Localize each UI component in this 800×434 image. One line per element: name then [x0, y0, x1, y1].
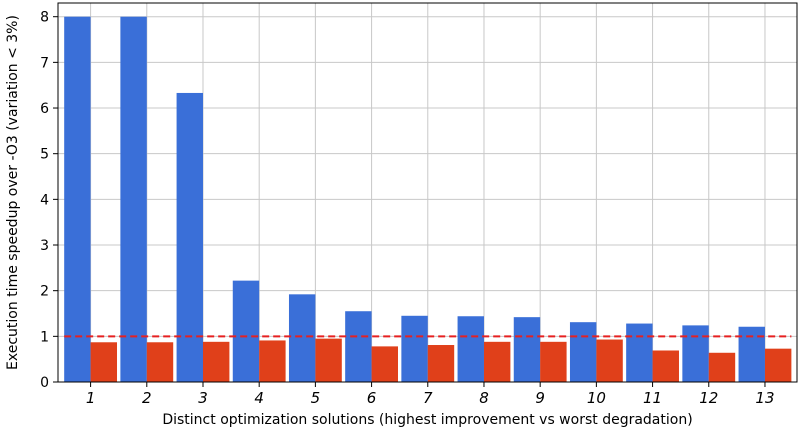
- bar-series-2: [540, 341, 567, 382]
- x-tick-label: 11: [643, 389, 662, 407]
- bar-series-1: [176, 92, 203, 383]
- bar-series-2: [202, 341, 230, 382]
- bar-series-2: [764, 348, 792, 382]
- bar-series-2: [708, 352, 736, 382]
- bar-series-2: [146, 342, 174, 382]
- x-tick-label: 1: [86, 389, 96, 407]
- bar-series-1: [682, 325, 709, 382]
- x-tick-label: 13: [755, 389, 774, 407]
- bar-series-1: [457, 316, 484, 382]
- x-tick-label: 7: [423, 389, 433, 407]
- bar-series-2: [652, 350, 679, 382]
- y-tick-label: 6: [40, 101, 49, 117]
- bar-series-2: [596, 339, 623, 382]
- y-tick-label: 1: [40, 329, 49, 345]
- x-tick-label: 5: [311, 389, 321, 407]
- bar-series-2: [259, 340, 286, 382]
- y-tick-label: 7: [40, 55, 49, 71]
- x-tick-label: 12: [699, 389, 718, 407]
- bar-series-1: [64, 16, 91, 383]
- bar-series-2: [427, 345, 455, 382]
- y-axis-label: Execution time speedup over -O3 (variati…: [5, 15, 21, 370]
- x-tick-label: 10: [587, 389, 606, 407]
- bar-series-2: [371, 346, 398, 382]
- bar-series-1: [232, 280, 260, 382]
- y-tick-label: 4: [40, 192, 49, 208]
- y-tick-label: 5: [40, 147, 49, 163]
- y-tick-label: 0: [40, 375, 49, 391]
- x-tick-label: 6: [367, 389, 377, 407]
- bar-series-2: [90, 342, 118, 382]
- y-tick-label: 2: [40, 284, 49, 300]
- bar-series-1: [626, 323, 653, 382]
- bar-series-1: [569, 322, 597, 382]
- bar-series-1: [401, 315, 428, 382]
- x-tick-label: 3: [198, 389, 208, 407]
- x-tick-label: 8: [479, 389, 489, 407]
- x-tick-label: 2: [142, 389, 152, 407]
- bar-series-2: [315, 338, 342, 382]
- y-tick-label: 3: [40, 238, 49, 254]
- x-axis: 1 2 3 4 5 6 7 8 9 10 11 12 13: [86, 382, 775, 407]
- bar-series-2: [483, 341, 511, 382]
- bar-series-1: [288, 294, 316, 382]
- y-axis: 0 1 2 3 4 5 6 7 8: [40, 10, 58, 391]
- bar-series-1: [738, 326, 765, 382]
- x-tick-label: 9: [535, 389, 545, 407]
- x-axis-label: Distinct optimization solutions (highest…: [162, 412, 692, 428]
- x-tick-label: 4: [254, 389, 264, 407]
- bar-series-1: [120, 16, 147, 383]
- bar-series-1: [345, 311, 372, 382]
- bar-series-1: [513, 317, 541, 382]
- y-tick-label: 8: [40, 10, 49, 26]
